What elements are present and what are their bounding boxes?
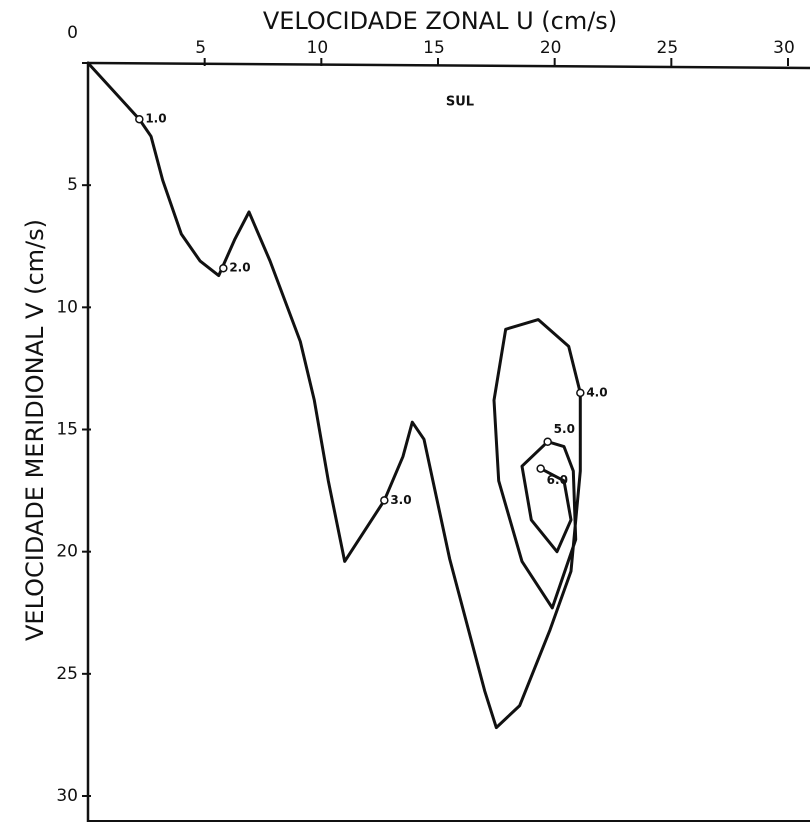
y-tick-label: 25 [56,664,78,684]
x-axis [87,61,810,70]
time-marker [380,496,389,505]
y-tick-label: 10 [56,297,78,317]
time-label: 3.0 [390,493,411,507]
trajectory [86,61,582,730]
y-tick-label: 15 [56,420,78,440]
chart-title: VELOCIDADE ZONAL U (cm/s) [263,7,617,35]
y-tick-label: 0 [67,23,78,43]
y-axis-title: VELOCIDADE MERIDIONAL V (cm/s) [21,219,49,641]
y-tick-label: 20 [56,542,78,562]
x-tick-label: 20 [540,38,562,58]
y-tick-label: 5 [67,175,78,195]
time-label: 6.0 [547,473,568,487]
time-marker [135,114,144,124]
annotation: SUL [446,95,474,110]
y-tick-label: 30 [56,786,78,806]
time-label: 5.0 [554,422,575,436]
time-label: 2.0 [229,261,250,275]
time-marker [543,437,552,446]
x-tick-label: 15 [423,38,445,58]
time-marker [576,388,585,398]
time-marker [536,464,545,473]
x-tick-label: 25 [657,38,679,58]
x-tick-label: 10 [307,38,329,58]
time-label: 4.0 [586,385,607,399]
time-label: 1.0 [145,112,166,126]
x-tick-label: 30 [773,38,795,58]
x-tick-label: 5 [195,38,206,58]
time-marker [219,263,228,273]
